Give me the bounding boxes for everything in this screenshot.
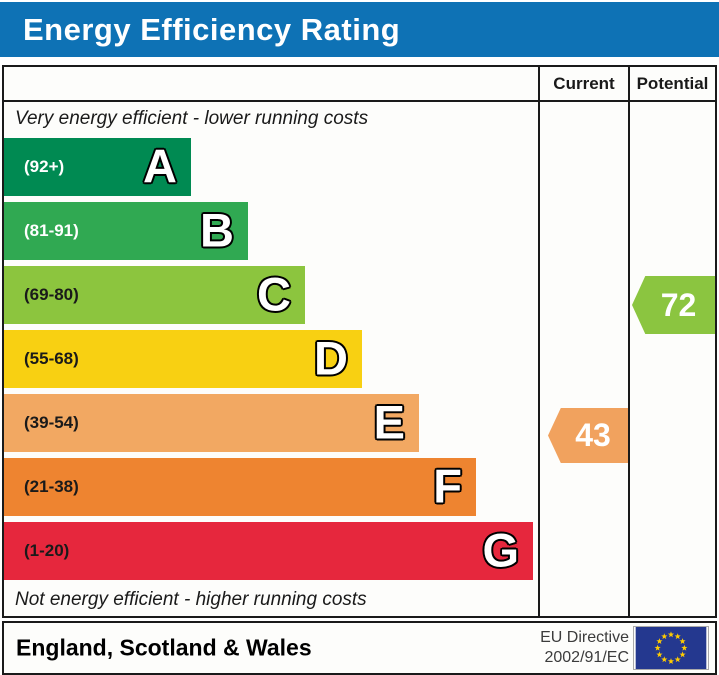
bottom-note: Not energy efficient - higher running co…: [15, 589, 367, 610]
footer-bar: England, Scotland & Wales EU Directive 2…: [2, 621, 717, 675]
band-f: (21-38) F: [4, 458, 476, 516]
column-header-row: Current Potential: [4, 67, 715, 102]
band-a-letter: A: [143, 139, 177, 193]
eu-flag-icon: [633, 626, 709, 670]
eu-directive-line1: EU Directive: [540, 629, 629, 646]
top-note: Very energy efficient - lower running co…: [15, 108, 369, 129]
band-f-letter: F: [433, 459, 462, 513]
potential-column-divider: [628, 67, 630, 616]
title-bar: Energy Efficiency Rating: [0, 2, 719, 57]
band-f-range: (21-38): [24, 477, 79, 496]
band-c-range: (69-80): [24, 285, 79, 304]
band-g: (1-20) G: [4, 522, 533, 580]
band-g-letter: G: [482, 523, 519, 577]
current-rating-arrow: 43: [548, 408, 628, 463]
band-e-range: (39-54): [24, 413, 79, 432]
band-d-range: (55-68): [24, 349, 79, 368]
band-a: (92+) A: [4, 138, 191, 196]
band-a-range: (92+): [24, 157, 65, 176]
eu-directive-label: EU Directive 2002/91/EC: [540, 628, 629, 668]
band-g-range: (1-20): [24, 541, 70, 560]
potential-column-header: Potential: [636, 74, 709, 93]
band-c: (69-80) C: [4, 266, 305, 324]
band-c-letter: C: [257, 267, 291, 321]
band-b-range: (81-91): [24, 221, 79, 240]
band-b-letter: B: [200, 203, 234, 257]
current-column-header: Current: [553, 74, 615, 93]
eu-directive-line2: 2002/91/EC: [544, 649, 629, 666]
potential-rating-value: 72: [660, 286, 697, 323]
band-e-letter: E: [373, 395, 405, 449]
band-d-letter: D: [314, 331, 348, 385]
chart-area: Current Potential Very energy efficient …: [2, 65, 717, 618]
band-b: (81-91) B: [4, 202, 248, 260]
page-title: Energy Efficiency Rating: [23, 11, 401, 47]
band-d: (55-68) D: [4, 330, 362, 388]
band-e: (39-54) E: [4, 394, 419, 452]
potential-rating-arrow: 72: [632, 276, 715, 334]
region-label: England, Scotland & Wales: [16, 634, 312, 661]
current-column-divider: [538, 67, 540, 616]
current-rating-value: 43: [575, 417, 611, 453]
